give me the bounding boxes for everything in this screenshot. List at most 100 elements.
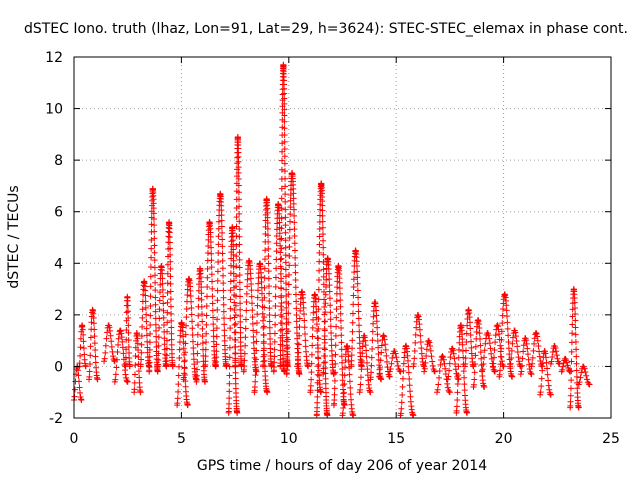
data-point-markers xyxy=(507,327,524,370)
data-track xyxy=(174,319,191,409)
x-tick-label: 0 xyxy=(70,431,79,447)
data-point-markers xyxy=(410,311,428,370)
data-point-markers xyxy=(180,275,200,383)
y-tick-label: 0 xyxy=(54,359,63,375)
y-tick-label: 12 xyxy=(45,50,63,66)
data-point-markers xyxy=(260,195,275,370)
data-point-markers xyxy=(547,343,563,367)
data-point-markers xyxy=(202,219,219,370)
data-point-markers xyxy=(101,322,118,365)
data-point-markers xyxy=(348,247,365,370)
data-track xyxy=(260,195,275,370)
data-track xyxy=(294,288,312,370)
data-point-markers xyxy=(528,329,546,370)
data-track xyxy=(131,330,144,396)
data-point-markers xyxy=(251,260,271,396)
data-track xyxy=(202,219,219,370)
data-point-markers xyxy=(225,224,241,416)
data-track xyxy=(330,262,348,409)
data-track xyxy=(367,299,385,383)
data-track xyxy=(122,293,133,370)
data-track xyxy=(517,335,535,378)
data-point-markers xyxy=(356,332,374,396)
data-point-markers xyxy=(277,61,291,370)
data-point-markers xyxy=(444,345,462,383)
data-point-markers xyxy=(307,291,325,396)
data-point-markers xyxy=(313,180,331,419)
data-point-markers xyxy=(294,288,312,370)
data-track xyxy=(180,275,200,383)
series-dstec xyxy=(71,61,593,419)
data-track xyxy=(528,329,546,370)
data-point-markers xyxy=(86,306,101,383)
y-tick-label: 10 xyxy=(45,102,63,118)
data-point-markers xyxy=(163,219,176,370)
data-track xyxy=(410,311,428,370)
data-point-markers xyxy=(367,299,385,383)
data-track xyxy=(496,291,516,380)
y-tick-label: -2 xyxy=(49,411,63,427)
data-point-markers xyxy=(421,337,438,375)
data-track xyxy=(376,332,393,380)
data-point-markers xyxy=(232,133,245,370)
data-track xyxy=(386,348,404,375)
y-tick-labels: -2 0 2 4 6 8 10 12 xyxy=(45,50,63,427)
data-track xyxy=(575,363,593,388)
data-point-markers xyxy=(146,185,161,375)
data-point-markers xyxy=(496,291,516,380)
data-track xyxy=(434,353,453,396)
data-point-markers xyxy=(376,332,393,380)
data-track xyxy=(307,291,325,396)
y-tick-label: 4 xyxy=(54,256,63,272)
data-point-markers xyxy=(386,348,404,375)
data-track xyxy=(537,348,554,398)
data-point-markers xyxy=(330,262,348,409)
data-point-markers xyxy=(575,363,593,388)
data-point-markers xyxy=(137,278,153,370)
data-track xyxy=(232,133,245,370)
data-track xyxy=(277,61,291,370)
data-track xyxy=(251,260,271,396)
data-track xyxy=(225,224,241,416)
data-track xyxy=(507,327,524,370)
data-track xyxy=(348,247,365,370)
data-point-markers xyxy=(240,257,260,375)
data-track xyxy=(461,306,477,370)
axis-ticks xyxy=(73,56,612,419)
x-tick-labels: 0 5 10 15 20 25 xyxy=(70,431,620,447)
data-track xyxy=(71,363,85,403)
data-point-markers xyxy=(397,342,417,419)
data-point-markers xyxy=(537,348,554,398)
data-track xyxy=(111,327,131,385)
data-point-markers xyxy=(320,255,337,378)
x-tick-label: 25 xyxy=(602,431,620,447)
data-track xyxy=(320,255,337,378)
plot-frame xyxy=(73,56,612,419)
data-track xyxy=(137,278,153,370)
data-track xyxy=(76,322,89,370)
x-tick-label: 5 xyxy=(177,431,186,447)
x-tick-label: 20 xyxy=(495,431,513,447)
data-track xyxy=(444,345,462,383)
data-track xyxy=(240,257,260,375)
data-point-markers xyxy=(122,293,133,370)
x-tick-label: 10 xyxy=(280,431,298,447)
data-point-markers xyxy=(174,319,191,409)
data-point-markers xyxy=(434,353,453,396)
data-track xyxy=(163,219,176,370)
data-track xyxy=(146,185,161,375)
data-track xyxy=(101,322,118,365)
data-point-markers xyxy=(76,322,89,370)
y-axis-label: dSTEC / TECUs xyxy=(6,185,22,288)
data-point-markers xyxy=(212,190,230,370)
data-point-markers xyxy=(131,330,144,396)
data-point-markers xyxy=(111,327,131,385)
data-track xyxy=(397,342,417,419)
data-point-markers xyxy=(71,363,85,403)
data-track xyxy=(86,306,101,383)
x-axis-label: GPS time / hours of day 206 of year 2014 xyxy=(197,458,487,474)
data-point-markers xyxy=(461,306,477,370)
chart-title: dSTEC Iono. truth (lhaz, Lon=91, Lat=29,… xyxy=(24,21,628,37)
data-track xyxy=(313,180,331,419)
